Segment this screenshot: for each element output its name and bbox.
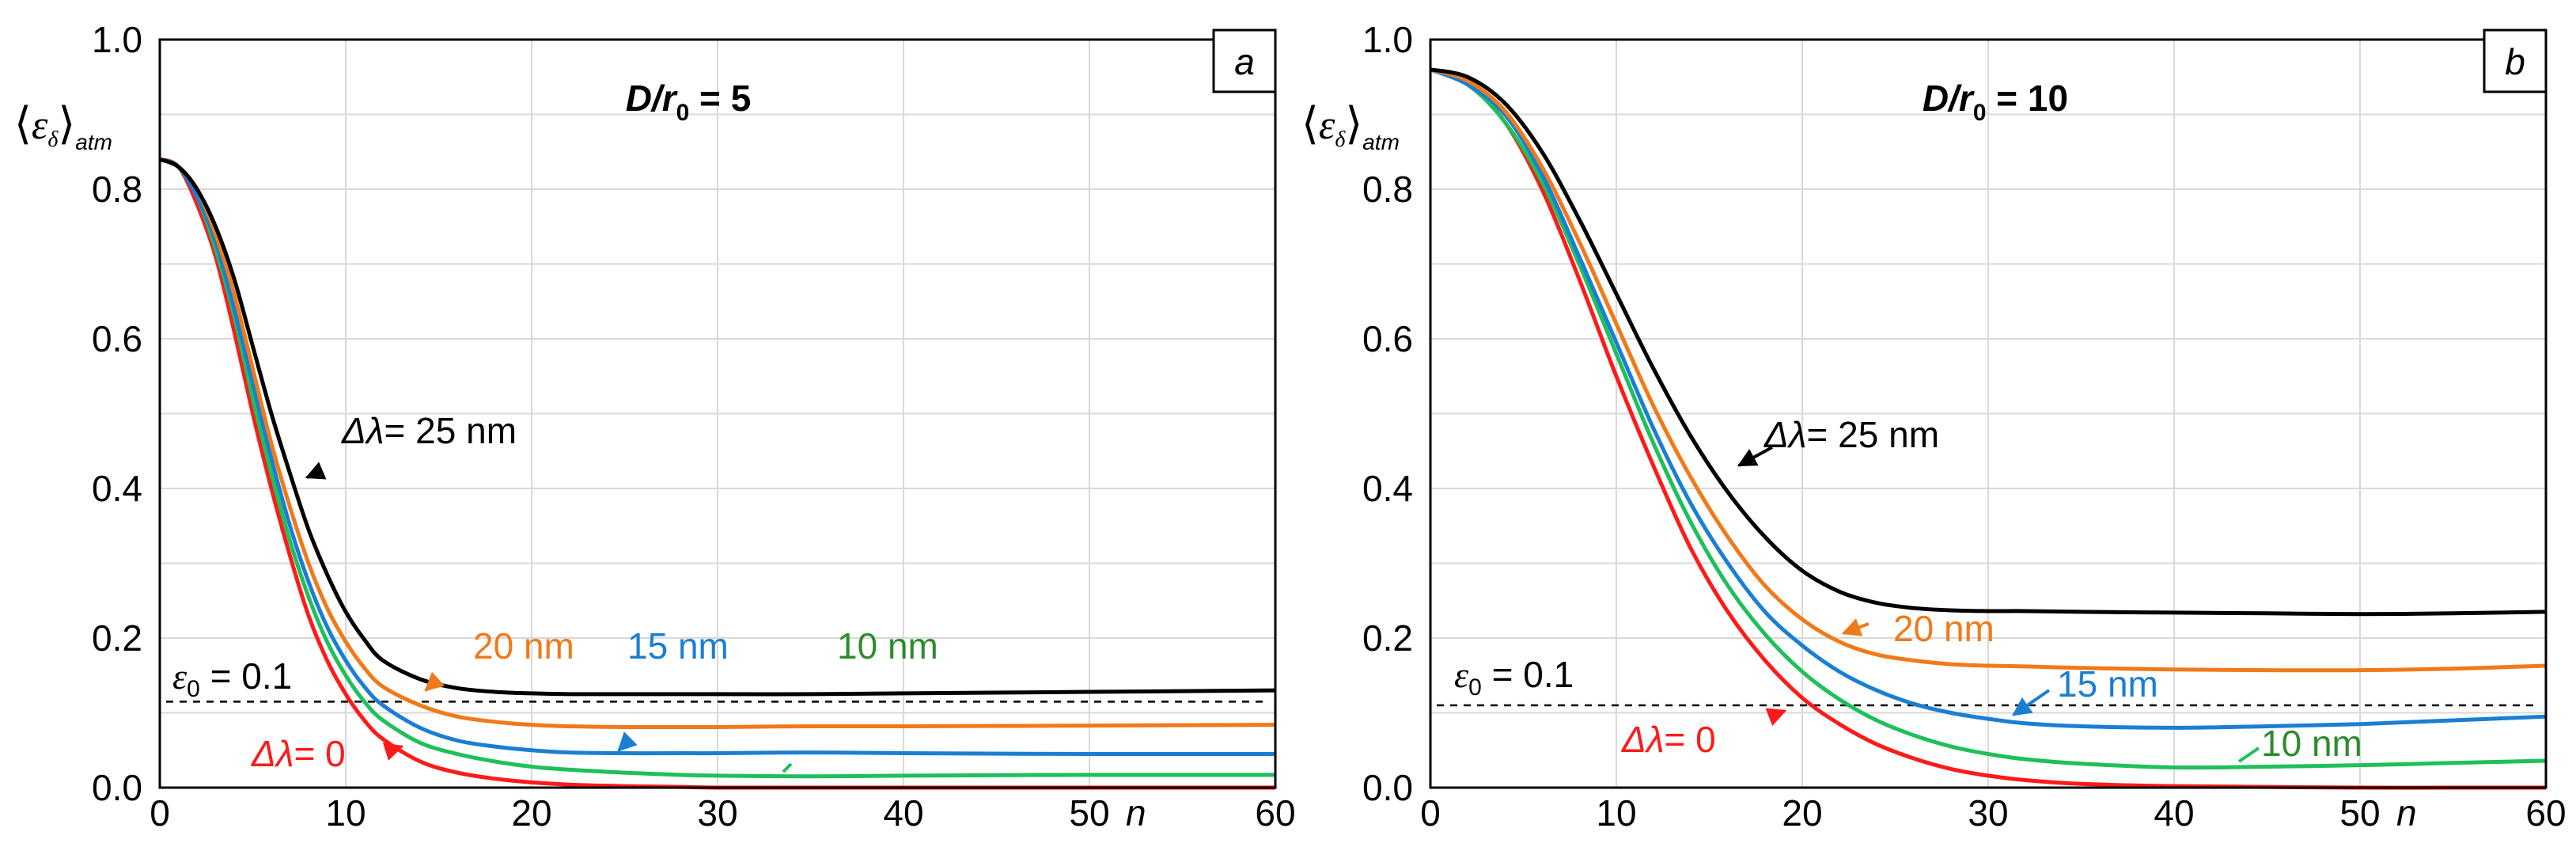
- annotation-label: Δλ= 0: [1621, 719, 1716, 760]
- series-line--25-nm: [159, 157, 1276, 697]
- annotation-label: Δλ= 0: [251, 733, 346, 774]
- y-tick-label: 0.2: [1362, 617, 1413, 659]
- chart-title: D/r0 = 10: [1923, 78, 2068, 126]
- series-line-20-nm: [1430, 67, 2547, 673]
- annotation-arrow: [782, 762, 793, 773]
- y-tick-label: 0.8: [92, 169, 142, 210]
- y-tick-label: 0.8: [1362, 169, 1413, 210]
- x-tick-label: 20: [511, 792, 551, 834]
- series-line-15-nm: [1430, 67, 2547, 730]
- x-tick-label: 10: [1596, 792, 1636, 834]
- y-tick-label: 1.0: [92, 19, 142, 60]
- series-line-10-nm: [159, 157, 1276, 779]
- annotation-label: 10 nm: [837, 625, 938, 667]
- annotation-label: Δλ= 25 nm: [341, 410, 517, 451]
- annotation-label: 15 nm: [2057, 663, 2158, 705]
- x-tick-label: 60: [2525, 792, 2566, 834]
- panel-label-box: [1212, 28, 1277, 93]
- annotation-label: Δλ= 25 nm: [1763, 414, 1939, 455]
- annotation-arrow: [2012, 689, 2051, 716]
- y-tick-label: 0.2: [92, 617, 142, 659]
- x-tick-label: 30: [1968, 792, 2008, 834]
- x-tick-label: 40: [2154, 792, 2194, 834]
- chart-panel-b: ε0 = 0.1 0.0 0.2 0.4 0.6 0.8 1.0 0 10 20 30 40 50 60 n…: [1301, 19, 2567, 834]
- y-tick-label: 0.4: [92, 468, 142, 509]
- series-line-10-nm: [1430, 67, 2547, 770]
- plot-frame: [158, 38, 1277, 789]
- annotation-arrow: [1841, 618, 1869, 636]
- x-tick-label: 50: [1069, 792, 1109, 834]
- annotation-arrow: [424, 671, 445, 692]
- annotation-label: 10 nm: [2261, 723, 2362, 764]
- x-axis-label: n: [1126, 792, 1146, 834]
- annotation-arrow: [1765, 708, 1787, 727]
- x-tick-label: 0: [150, 792, 170, 834]
- plot-frame: [1429, 38, 2548, 789]
- panel-label: b: [2505, 41, 2525, 82]
- y-axis-label: ⟨εδ⟩atm: [1301, 98, 1400, 154]
- x-tick-label: 30: [697, 792, 737, 834]
- threshold-label: ε0 = 0.1: [1454, 654, 1574, 701]
- y-tick-label: 0.4: [1362, 468, 1413, 509]
- annotation-label: 15 nm: [627, 625, 729, 667]
- y-tick-label: 0.0: [1362, 767, 1413, 808]
- y-tick-label: 0.6: [1362, 318, 1413, 359]
- y-tick-label: 0.6: [92, 318, 142, 359]
- series-line-15-nm: [159, 157, 1276, 757]
- annotation-arrow: [617, 731, 638, 752]
- annotation-arrow: [1737, 446, 1773, 467]
- annotation-arrow: [382, 742, 404, 761]
- x-tick-label: 0: [1420, 792, 1441, 834]
- x-tick-label: 60: [1255, 792, 1295, 834]
- annotation-label: 20 nm: [1893, 608, 1995, 649]
- chart-title: D/r0 = 5: [626, 78, 752, 126]
- x-tick-label: 20: [1782, 792, 1822, 834]
- y-axis-label: ⟨εδ⟩atm: [14, 98, 112, 154]
- panel-label: a: [1234, 41, 1255, 82]
- chart-panel-a: ε0 = 0.1 0.0 0.2 0.4 0.6 0.8 1.0 0 10 20 30 40 50 60 n…: [14, 19, 1296, 834]
- annotation-label: 20 nm: [473, 625, 574, 667]
- y-tick-label: 0.0: [92, 767, 142, 808]
- annotation-arrow: [2237, 746, 2260, 763]
- threshold-label: ε0 = 0.1: [172, 655, 292, 702]
- annotation-arrow: [305, 461, 327, 480]
- y-tick-label: 1.0: [1362, 19, 1413, 60]
- x-axis-label: n: [2396, 792, 2417, 834]
- panel-label-box: [2483, 28, 2548, 93]
- x-tick-label: 40: [883, 792, 923, 834]
- series-line-20-nm: [159, 157, 1276, 730]
- series-line--25-nm: [1430, 67, 2547, 617]
- x-tick-label: 10: [325, 792, 366, 834]
- x-tick-label: 50: [2339, 792, 2380, 834]
